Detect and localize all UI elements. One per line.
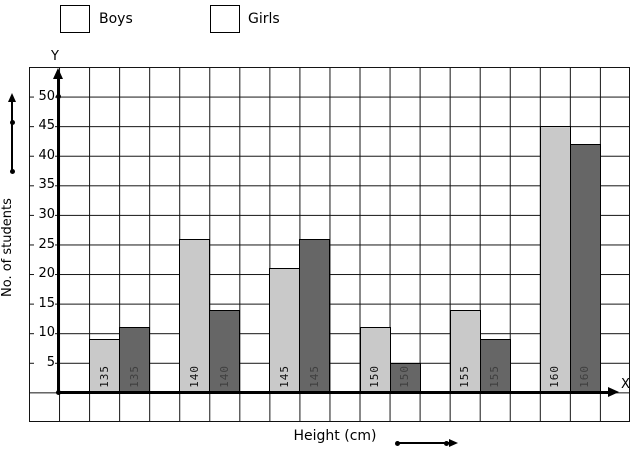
bar-category-label: 135 — [127, 364, 141, 388]
y-tick-label-20: 20 — [34, 266, 55, 283]
x-axis-line — [57, 391, 608, 394]
y-axis-dot-50 — [56, 94, 61, 99]
origin-dot — [56, 390, 61, 395]
y-direction-indicator-line — [11, 102, 13, 173]
bar-girls-150: 150 — [389, 362, 421, 393]
bar-boys-150: 150 — [359, 327, 391, 393]
y-axis-arrow-icon — [53, 68, 63, 79]
y-direction-arrow-icon — [7, 93, 16, 102]
y-tick-label-45: 45 — [34, 118, 55, 135]
bar-category-label: 155 — [488, 364, 502, 388]
bar-category-label: 145 — [307, 364, 321, 388]
y-tick-label-35: 35 — [34, 177, 55, 194]
x-indicator-dot-right — [444, 441, 449, 446]
x-direction-arrow-icon — [449, 438, 458, 447]
bar-category-label: 145 — [277, 364, 291, 388]
bar-boys-155: 155 — [449, 309, 481, 393]
bar-category-label: 140 — [187, 364, 201, 388]
y-tick-label-10: 10 — [34, 325, 55, 342]
bar-girls-160: 160 — [569, 143, 601, 393]
bar-girls-145: 145 — [299, 238, 331, 393]
legend-boys-swatch — [60, 5, 90, 33]
x-axis-arrow-icon — [608, 387, 619, 397]
y-indicator-dot-top — [10, 120, 15, 125]
x-axis-title: Height (cm) — [293, 428, 377, 444]
y-axis-title: No. of students — [0, 198, 15, 298]
y-tick-label-5: 5 — [34, 354, 55, 371]
bar-category-label: 135 — [97, 364, 111, 388]
bar-boys-140: 140 — [179, 238, 211, 393]
y-axis-letter: Y — [51, 49, 59, 64]
legend-girls-swatch — [210, 5, 240, 33]
bar-category-label: 140 — [217, 364, 231, 388]
y-indicator-dot-bottom — [10, 169, 15, 174]
x-axis-letter: X — [621, 377, 630, 392]
bar-boys-135: 135 — [89, 339, 121, 393]
y-tick-label-15: 15 — [34, 295, 55, 312]
bar-category-label: 160 — [548, 364, 562, 388]
bar-category-label: 160 — [578, 364, 592, 388]
y-tick-label-25: 25 — [34, 236, 55, 253]
y-tick-label-50: 50 — [34, 88, 55, 105]
x-direction-indicator-line — [397, 442, 450, 444]
bar-girls-135: 135 — [119, 327, 151, 393]
y-tick-label-40: 40 — [34, 147, 55, 164]
bar-boys-160: 160 — [539, 126, 571, 393]
y-tick-label-30: 30 — [34, 206, 55, 223]
bar-category-label: 150 — [398, 364, 412, 388]
x-indicator-dot-left — [395, 441, 400, 446]
y-axis-line — [57, 76, 60, 394]
bar-girls-155: 155 — [479, 339, 511, 393]
bar-girls-140: 140 — [209, 309, 241, 393]
bar-category-label: 155 — [458, 364, 472, 388]
legend-boys-label: Boys — [99, 11, 133, 27]
bar-boys-145: 145 — [269, 268, 301, 393]
bar-category-label: 150 — [368, 364, 382, 388]
legend-girls-label: Girls — [248, 11, 280, 27]
